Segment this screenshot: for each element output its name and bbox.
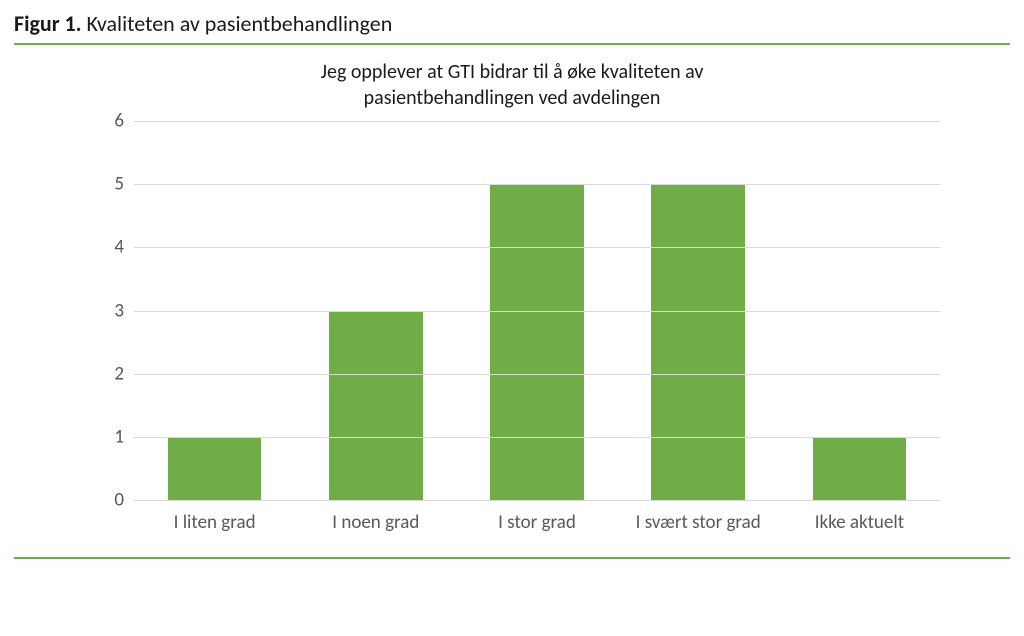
plot-region: 0123456 bbox=[134, 121, 940, 501]
y-tick-label: 6 bbox=[94, 110, 124, 133]
y-tick-label: 1 bbox=[94, 425, 124, 448]
bottom-rule bbox=[14, 557, 1010, 559]
y-tick-label: 3 bbox=[94, 299, 124, 322]
y-tick-label: 5 bbox=[94, 173, 124, 196]
bar bbox=[490, 184, 583, 500]
chart-title-line2: pasientbehandlingen ved avdelingen bbox=[364, 86, 661, 110]
chart-area: 0123456 I liten gradI noen gradI stor gr… bbox=[74, 121, 950, 551]
bar bbox=[329, 311, 422, 501]
figure-number: Figur 1. bbox=[14, 10, 82, 37]
gridline bbox=[134, 437, 940, 438]
y-tick-label: 2 bbox=[94, 362, 124, 385]
gridline bbox=[134, 184, 940, 185]
gridline bbox=[134, 247, 940, 248]
gridline bbox=[134, 311, 940, 312]
figure-heading: Figur 1. Kvaliteten av pasientbehandling… bbox=[14, 10, 1010, 37]
bar bbox=[651, 184, 744, 500]
gridline bbox=[134, 121, 940, 122]
y-tick-label: 4 bbox=[94, 236, 124, 259]
x-tick-label: I noen grad bbox=[295, 501, 456, 551]
x-tick-label: I stor grad bbox=[456, 501, 617, 551]
chart-title-line1: Jeg opplever at GTI bidrar til å øke kva… bbox=[321, 60, 704, 84]
figure-container: Figur 1. Kvaliteten av pasientbehandling… bbox=[0, 0, 1024, 551]
bar bbox=[168, 437, 261, 500]
bar bbox=[813, 437, 906, 500]
gridline bbox=[134, 374, 940, 375]
x-axis-labels: I liten gradI noen gradI stor gradI svær… bbox=[134, 501, 940, 551]
figure-title-text: Kvaliteten av pasientbehandlingen bbox=[82, 10, 393, 37]
top-rule bbox=[14, 43, 1010, 45]
x-tick-label: I liten grad bbox=[134, 501, 295, 551]
y-tick-label: 0 bbox=[94, 489, 124, 512]
x-tick-label: Ikke aktuelt bbox=[779, 501, 940, 551]
x-tick-label: I svært stor grad bbox=[618, 501, 779, 551]
chart-title: Jeg opplever at GTI bidrar til å øke kva… bbox=[232, 59, 792, 111]
